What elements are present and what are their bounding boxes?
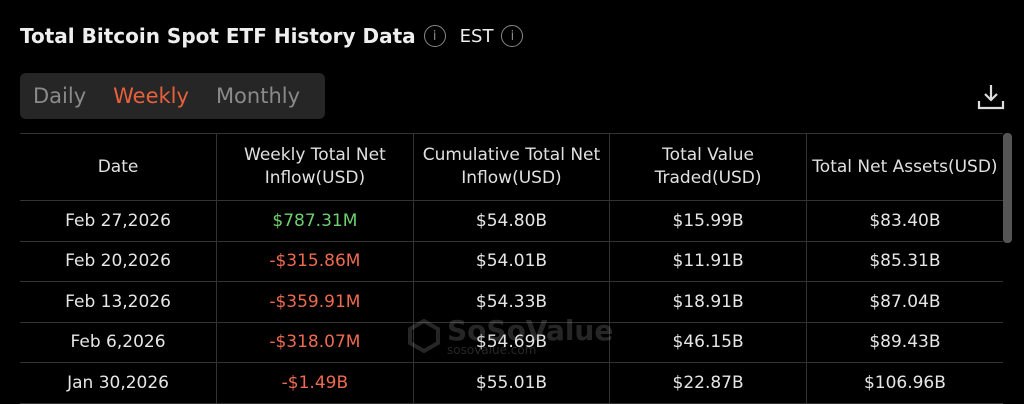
table-cell: $15.99B <box>609 200 807 242</box>
column-header: Date <box>20 133 218 201</box>
table-row: Feb 20,2026 -$315.86M $54.01B $11.91B $85.31… <box>20 240 1003 282</box>
scrollbar[interactable] <box>1003 133 1012 243</box>
table-cell: $55.01B <box>412 362 611 404</box>
column-header: Total Value Traded(USD) <box>609 133 807 201</box>
table-cell: -$315.86M <box>216 240 414 282</box>
column-header: Total Net Assets(USD) <box>805 133 1003 201</box>
title-text: Total Bitcoin Spot ETF History Data <box>20 24 416 48</box>
table-cell: $46.15B <box>609 321 807 363</box>
table-cell: -$318.07M <box>216 321 414 363</box>
table-cell: $106.96B <box>805 362 1003 404</box>
table-cell: $83.40B <box>805 200 1003 242</box>
table-row: Feb 13,2026 -$359.91M $54.33B $18.91B $87.04… <box>20 281 1003 323</box>
table-cell: $54.33B <box>412 281 611 323</box>
download-icon[interactable] <box>976 82 1006 112</box>
table-cell: $11.91B <box>609 240 807 282</box>
table-row: Jan 30,2026 -$1.49B $55.01B $22.87B $106.96B <box>20 362 1003 404</box>
column-header: Cumulative Total Net Inflow(USD) <box>412 133 611 201</box>
table-cell: -$359.91M <box>216 281 414 323</box>
etf-history-table: Date Weekly Total Net Inflow(USD) Cumulati… <box>20 133 1003 404</box>
table-cell: Feb 6,2026 <box>20 321 218 363</box>
page-title: Total Bitcoin Spot ETF History Data i ES… <box>20 24 524 48</box>
table-cell: Jan 30,2026 <box>20 362 218 404</box>
table-row: Feb 27,2026 $787.31M $54.80B $15.99B $83.40B <box>20 200 1003 242</box>
table-row: Feb 6,2026 -$318.07M $54.69B $46.15B $89.43B <box>20 321 1003 363</box>
table-cell: $54.01B <box>412 240 611 282</box>
table-cell: $54.80B <box>412 200 611 242</box>
table-cell: -$1.49B <box>216 362 414 404</box>
table-cell: $85.31B <box>805 240 1003 282</box>
table-cell: $22.87B <box>609 362 807 404</box>
tab-monthly[interactable]: Monthly <box>215 84 301 108</box>
table-cell: $18.91B <box>609 281 807 323</box>
table-cell: $787.31M <box>216 200 414 242</box>
table-cell: $87.04B <box>805 281 1003 323</box>
table-cell: Feb 20,2026 <box>20 240 218 282</box>
table-cell: Feb 27,2026 <box>20 200 218 242</box>
table-cell: $54.69B <box>412 321 611 363</box>
period-tabs: Daily Weekly Monthly <box>20 73 325 119</box>
column-header: Weekly Total Net Inflow(USD) <box>216 133 414 201</box>
timezone-label: EST <box>459 25 494 47</box>
info-icon[interactable]: i <box>423 25 446 47</box>
table-cell: Feb 13,2026 <box>20 281 218 323</box>
tab-daily[interactable]: Daily <box>33 84 87 108</box>
tab-weekly[interactable]: Weekly <box>113 84 189 108</box>
timezone-info-icon[interactable]: i <box>501 25 524 47</box>
table-cell: $89.43B <box>805 321 1003 363</box>
